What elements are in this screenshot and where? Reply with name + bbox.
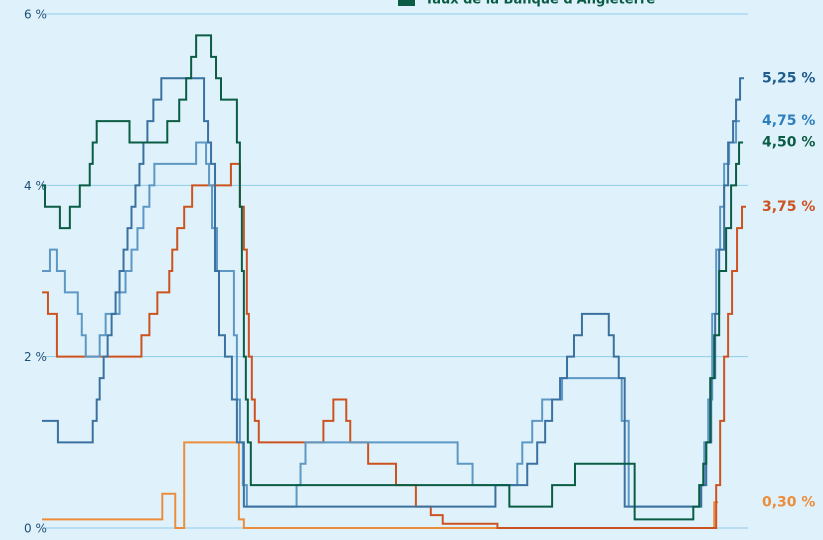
end-label: 5,25 % <box>762 70 815 86</box>
y-tick-label: 4 % <box>24 179 47 193</box>
end-label: 0,30 % <box>762 494 815 510</box>
legend-swatch <box>398 0 415 6</box>
legend-label: Taux de la Banque d'Angleterre <box>425 0 655 8</box>
series-line <box>42 34 744 521</box>
y-tick-label: 6 % <box>24 8 47 22</box>
end-label: 4,50 % <box>762 135 815 151</box>
end-label: 3,75 % <box>762 199 815 215</box>
y-tick-label: 2 % <box>24 350 47 364</box>
y-tick-label: 0 % <box>24 522 47 536</box>
end-label: 4,75 % <box>762 113 815 129</box>
series-line <box>42 162 747 529</box>
